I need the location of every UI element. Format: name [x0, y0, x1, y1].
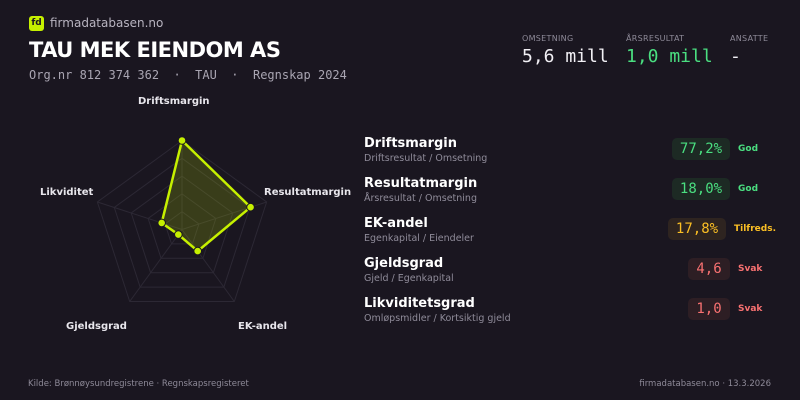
brand-name[interactable]: firmadatabasen.no	[50, 16, 164, 30]
radar-spoke	[181, 229, 235, 302]
metric-name: Gjeldsgrad	[364, 256, 444, 271]
metric-name: Driftsmargin	[364, 136, 458, 151]
metric-name: EK-andel	[364, 216, 428, 231]
metric-formula: Driftsresultat / Omsetning	[364, 153, 488, 164]
metric-value-badge: 17,8%	[668, 218, 726, 240]
radar-ring	[164, 211, 200, 245]
metric-name: Resultatmargin	[364, 176, 478, 191]
metric-formula: Gjeld / Egenkapital	[364, 273, 454, 284]
metric-row: EK-andel Egenkapital / Eiendeler 17,8% T…	[364, 216, 776, 256]
stat-value-ansatte: -	[730, 46, 741, 67]
axis-label-ek-andel: EK-andel	[238, 321, 288, 332]
radar-ring	[130, 175, 234, 274]
radar-point-driftsmargin	[177, 136, 187, 145]
radar-point-likviditet	[157, 218, 166, 228]
radar-point-gjeldsgrad	[174, 230, 183, 239]
metric-value-badge: 18,0%	[672, 178, 730, 200]
metric-status: God	[738, 144, 759, 154]
radar-spoke	[129, 229, 183, 302]
metric-status: Svak	[738, 264, 763, 274]
company-name: TAU MEK EIENDOM AS	[29, 38, 281, 62]
metric-row: Driftsmargin Driftsresultat / Omsetning …	[364, 136, 774, 176]
metric-formula: Årsresultat / Omsetning	[364, 193, 477, 204]
metric-status: Tilfreds.	[734, 224, 776, 234]
radar-point-resultatmargin	[246, 202, 255, 212]
stat-value-omsetning: 5,6 mill	[522, 46, 609, 67]
radar-series-shape	[160, 139, 252, 253]
footer-site-date: firmadatabasen.no · 13.3.2026	[639, 379, 771, 389]
stat-label-ansatte: ANSATTE	[730, 34, 769, 43]
metric-row: Gjeldsgrad Gjeld / Egenkapital 4,6 Svak	[364, 256, 774, 296]
footer-source: Kilde: Brønnøysundregistrene · Regnskaps…	[28, 379, 249, 389]
stat-label-omsetning: OMSETNING	[522, 34, 574, 43]
radar-chart	[96, 136, 268, 303]
logo-icon: fd	[29, 16, 44, 31]
axis-label-gjeldsgrad: Gjeldsgrad	[66, 321, 127, 332]
radar-ring	[113, 157, 251, 288]
stat-label-arsresultat: ÅRSRESULTAT	[626, 34, 685, 43]
metric-value-badge: 77,2%	[672, 138, 730, 160]
radar-point-ek-andel	[193, 246, 202, 256]
metric-status: God	[738, 184, 759, 194]
axis-label-driftsmargin: Driftsmargin	[138, 96, 210, 107]
metric-row: Likviditetsgrad Omløpsmidler / Kortsikti…	[364, 296, 774, 336]
metric-value-badge: 4,6	[688, 258, 730, 280]
metric-formula: Egenkapital / Eiendeler	[364, 233, 474, 244]
radar-ring	[147, 193, 217, 259]
radar-ring	[96, 139, 268, 303]
axis-label-likviditet: Likviditet	[40, 187, 94, 198]
metric-value-badge: 1,0	[688, 298, 730, 320]
metric-name: Likviditetsgrad	[364, 296, 475, 311]
metric-status: Svak	[738, 304, 763, 314]
company-subtitle: Org.nr 812 374 362 · TAU · Regnskap 2024	[29, 68, 347, 82]
metric-formula: Omløpsmidler / Kortsiktig gjeld	[364, 313, 511, 324]
stat-value-arsresultat: 1,0 mill	[626, 46, 713, 67]
metric-row: Resultatmargin Årsresultat / Omsetning 1…	[364, 176, 774, 216]
radar-spoke	[97, 201, 183, 230]
axis-label-resultatmargin: Resultatmargin	[264, 187, 352, 198]
